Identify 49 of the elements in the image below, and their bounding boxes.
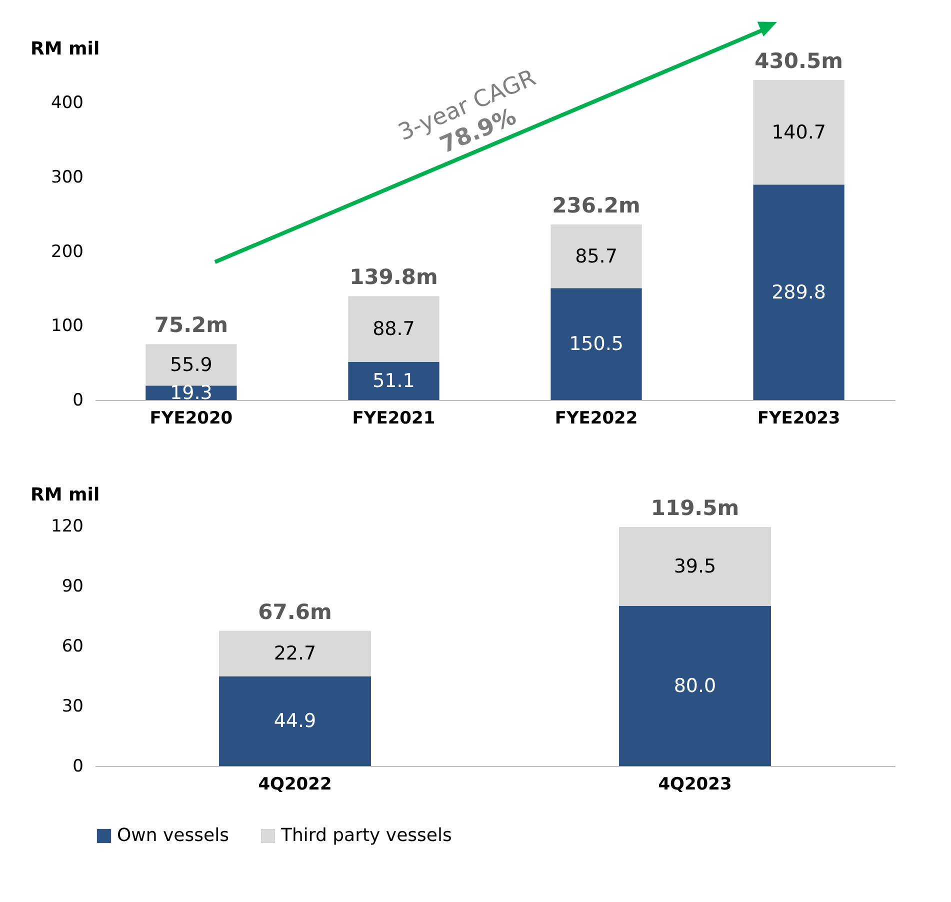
- y-tick-label: 200: [51, 242, 84, 262]
- data-label: 51.1: [372, 370, 415, 392]
- x-tick-label: FYE2023: [757, 408, 840, 428]
- data-label: 88.7: [372, 318, 415, 340]
- bar: [753, 80, 844, 185]
- bar: [619, 606, 771, 766]
- total-label: 119.5m: [650, 496, 740, 520]
- bar: [753, 184, 844, 400]
- y-tick-label: 60: [62, 636, 84, 656]
- data-label: 39.5: [674, 556, 716, 578]
- y-tick-label: 0: [72, 756, 84, 776]
- data-label: 289.8: [772, 281, 826, 304]
- data-label: 19.3: [170, 382, 212, 404]
- bar: [348, 296, 440, 362]
- y-tick-label: 100: [51, 316, 84, 336]
- x-tick-label: 4Q2022: [258, 774, 332, 794]
- bar: [219, 630, 371, 676]
- bar: [146, 344, 237, 386]
- bar: [219, 676, 371, 766]
- x-tick-label: 4Q2023: [658, 774, 732, 794]
- x-tick-label: FYE2022: [554, 408, 638, 428]
- x-tick-label: FYE2020: [150, 408, 233, 428]
- total-label: 139.8m: [350, 265, 438, 290]
- y-axis-title: RM mil: [30, 38, 100, 60]
- total-label: 67.6m: [258, 600, 332, 624]
- x-tick-label: FYE2021: [352, 408, 436, 428]
- y-tick-label: 120: [51, 516, 84, 536]
- y-tick-label: 400: [51, 93, 84, 114]
- data-label: 85.7: [575, 245, 618, 268]
- y-tick-label: 0: [72, 390, 84, 410]
- bar: [550, 224, 642, 288]
- total-label: 75.2m: [154, 313, 228, 338]
- total-label: 430.5m: [754, 49, 843, 73]
- bar: [550, 288, 642, 400]
- legend-label: Own vessels: [117, 825, 229, 846]
- legend-label: Third party vessels: [280, 825, 452, 846]
- y-tick-label: 300: [51, 168, 84, 188]
- y-tick-label: 90: [62, 576, 84, 596]
- y-tick-label: 30: [62, 696, 84, 716]
- bar: [619, 527, 771, 606]
- data-label: 55.9: [170, 354, 212, 376]
- data-label: 44.9: [274, 710, 316, 732]
- data-label: 22.7: [274, 642, 316, 664]
- bar: [348, 362, 440, 400]
- total-label: 236.2m: [552, 193, 640, 218]
- data-label: 150.5: [569, 333, 624, 356]
- y-axis-title: RM mil: [30, 484, 100, 506]
- data-label: 140.7: [772, 121, 826, 144]
- data-label: 80.0: [674, 675, 716, 697]
